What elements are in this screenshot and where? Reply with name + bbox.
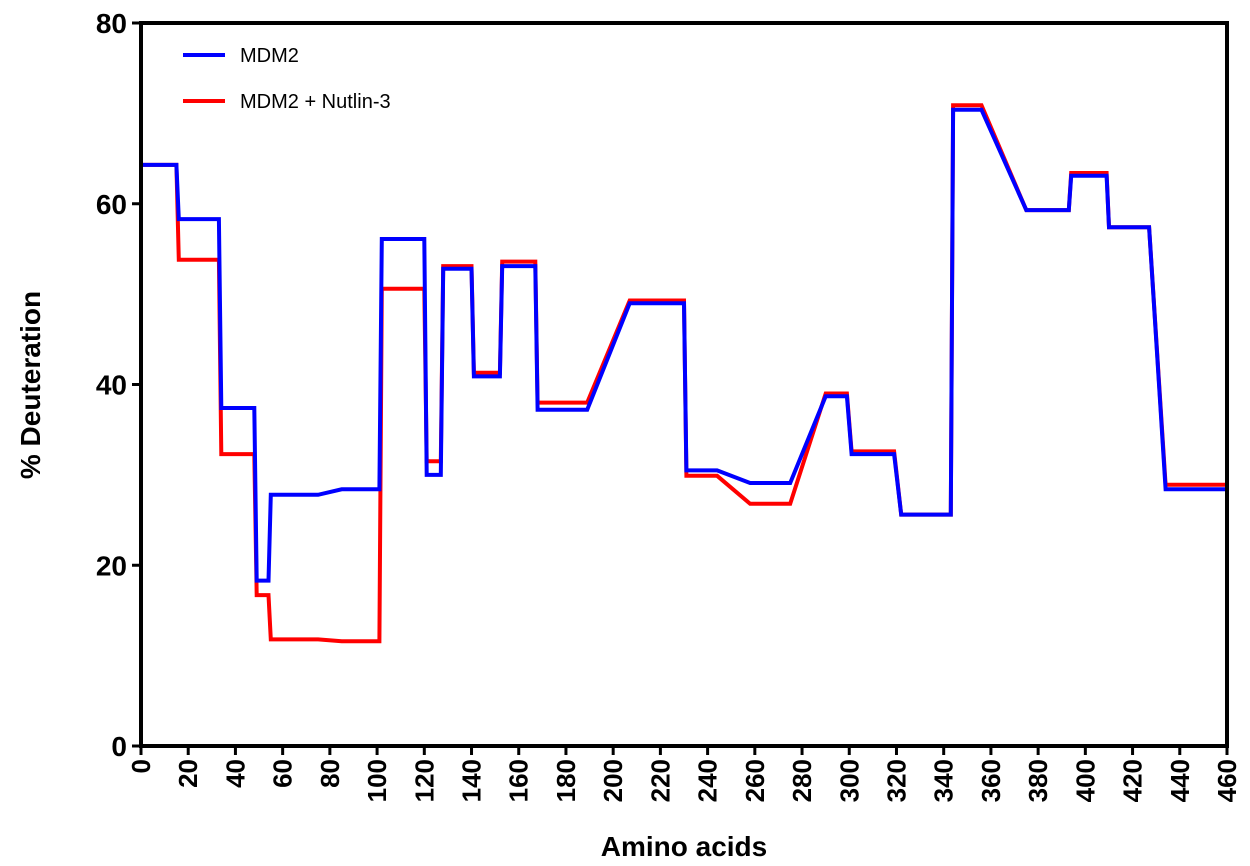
x-tick-label: 180 (551, 759, 581, 802)
x-tick-label: 420 (1118, 759, 1148, 802)
x-tick-label: 460 (1212, 759, 1242, 802)
x-tick-label: 140 (457, 759, 487, 802)
x-tick-label: 440 (1165, 759, 1195, 802)
x-tick-label: 120 (409, 759, 439, 802)
x-tick-label: 340 (929, 759, 959, 802)
x-axis-title: Amino acids (601, 831, 767, 862)
y-tick-label: 20 (96, 550, 127, 581)
y-tick-label: 80 (96, 8, 127, 39)
x-tick-label: 200 (598, 759, 628, 802)
legend: MDM2 MDM2 + Nutlin-3 (183, 45, 391, 113)
x-tick-label: 20 (173, 759, 203, 788)
legend-label-mdm2: MDM2 (240, 45, 299, 67)
x-tick-label: 80 (315, 759, 345, 788)
y-tick-label: 60 (96, 189, 127, 220)
x-tick-label: 100 (362, 759, 392, 802)
x-tick-label: 220 (645, 759, 675, 802)
x-tick-label: 60 (268, 759, 298, 788)
x-tick-label: 360 (976, 759, 1006, 802)
legend-label-mdm2-nutlin: MDM2 + Nutlin-3 (240, 91, 391, 113)
x-tick-label: 280 (787, 759, 817, 802)
x-tick-label: 300 (834, 759, 864, 802)
x-tick-label: 0 (126, 759, 156, 773)
series-line-mdm2 (141, 107, 1227, 583)
y-axis-title: % Deuteration (15, 291, 46, 479)
axis-ticks: 0 20 40 60 80 0 20 40 60 80 100 120 140 160 180 200 220 2… (96, 8, 1242, 802)
series-layer (141, 103, 1227, 644)
x-tick-label: 160 (504, 759, 534, 802)
y-tick-label: 0 (111, 731, 127, 762)
x-tick-label: 400 (1070, 759, 1100, 802)
x-tick-label: 40 (220, 759, 250, 788)
x-tick-label: 240 (693, 759, 723, 802)
y-tick-label: 40 (96, 370, 127, 401)
x-tick-label: 320 (881, 759, 911, 802)
x-tick-label: 380 (1023, 759, 1053, 802)
x-tick-label: 260 (740, 759, 770, 802)
